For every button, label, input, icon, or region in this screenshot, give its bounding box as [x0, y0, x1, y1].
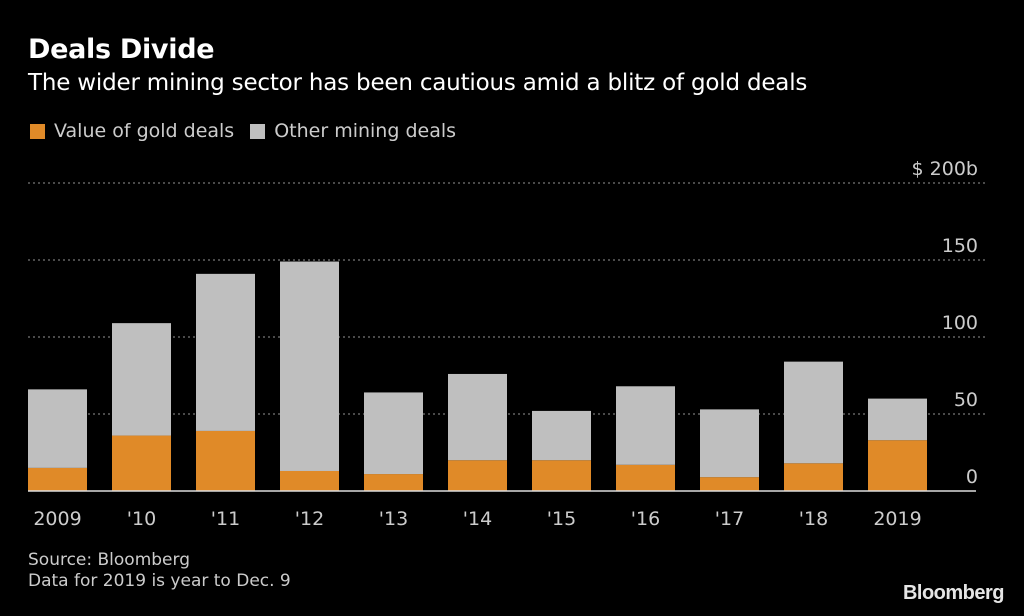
legend-swatch-other: [250, 123, 266, 139]
bar-gold: [868, 440, 927, 491]
bar-other: [112, 323, 171, 436]
x-tick-label: '18: [799, 508, 828, 530]
bloomberg-logo: Bloomberg: [902, 582, 1005, 604]
bar-other: [448, 373, 507, 461]
data-note: Data for 2019 is year to Dec. 9: [28, 571, 291, 591]
footer: Source: Bloomberg Data for 2019 is year …: [28, 550, 291, 592]
bar-gold: [196, 430, 255, 491]
bar-gold: [112, 435, 171, 491]
bar-gold: [532, 460, 591, 491]
bar-gold: [448, 460, 507, 491]
x-tick-label: 2019: [873, 508, 921, 530]
bar-gold: [280, 470, 339, 491]
source-note: Source: Bloomberg: [28, 550, 190, 570]
y-tick-label: $ 200b: [912, 158, 978, 180]
bar-gold: [700, 477, 759, 491]
x-tick-label: '13: [379, 508, 408, 530]
y-tick-label: 150: [942, 235, 978, 257]
legend-swatch-gold: [30, 123, 45, 139]
bar-gold: [616, 464, 675, 491]
y-tick-label: 0: [966, 466, 978, 488]
bar-other: [868, 398, 927, 441]
legend-item-other: Other mining deals: [250, 120, 456, 142]
bar-other: [196, 273, 255, 431]
bar-gold: [784, 463, 843, 491]
bar-other: [616, 386, 675, 465]
bar-gold: [364, 474, 423, 491]
x-tick-label: '17: [715, 508, 744, 530]
x-tick-label: '12: [295, 508, 324, 530]
legend-label-other: Other mining deals: [274, 120, 457, 142]
x-tick-label: '11: [211, 508, 240, 530]
bar-other: [532, 410, 591, 461]
bar-other: [364, 392, 423, 475]
x-tick-label: '15: [547, 508, 576, 530]
x-tick-label: '16: [631, 508, 660, 530]
chart-title: Deals Divide: [28, 34, 215, 65]
bar-other: [700, 409, 759, 478]
y-tick-label: 50: [954, 389, 978, 411]
bar-other: [280, 261, 339, 471]
legend: Value of gold deals Other mining deals: [30, 120, 472, 142]
legend-label-gold: Value of gold deals: [54, 120, 235, 142]
legend-item-gold: Value of gold deals: [30, 120, 234, 142]
x-tick-label: '10: [127, 508, 156, 530]
y-tick-label: 100: [942, 312, 978, 334]
bar-other: [784, 361, 843, 464]
x-tick-label: '14: [463, 508, 492, 530]
bar-other: [28, 389, 87, 468]
x-tick-label: 2009: [33, 508, 81, 530]
bar-gold: [28, 467, 87, 491]
chart-subtitle: The wider mining sector has been cautiou…: [28, 70, 808, 96]
